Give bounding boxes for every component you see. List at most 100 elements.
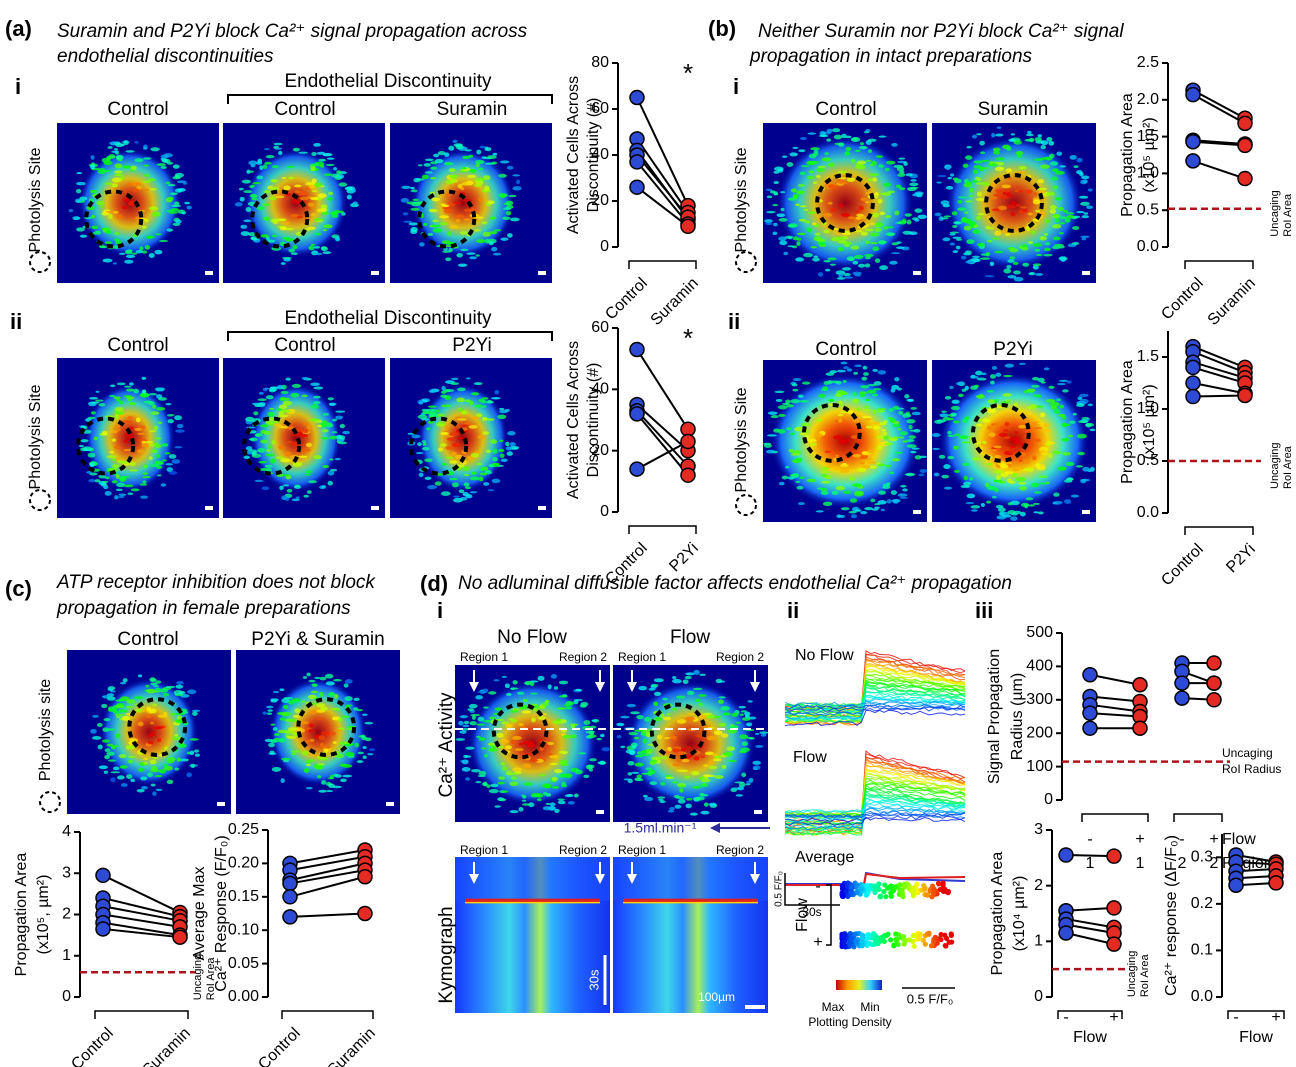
cell [328,197,333,200]
cell [997,126,1002,129]
cell [821,491,829,495]
cell [982,182,990,186]
cell [96,391,100,393]
x-tick-label: Control [602,275,651,324]
density-dot [839,892,844,897]
cell [432,220,439,222]
cell [629,751,635,755]
cell [460,187,464,190]
cell [1059,222,1066,224]
cell [465,486,471,489]
cell [1000,426,1005,429]
cell [471,392,479,395]
cell [326,422,332,425]
cell [868,149,872,153]
data-point [1238,172,1252,186]
density-dot [860,935,865,940]
cell [990,381,995,385]
cell [1003,429,1008,432]
cell [900,485,906,488]
cell [872,247,879,252]
cell [773,223,777,227]
cell [510,218,520,222]
cell [1010,201,1017,205]
cell [731,713,738,717]
cell [160,166,166,169]
cell [105,748,111,752]
cell [989,227,994,229]
cell [1019,486,1027,490]
cell [312,178,317,183]
cell [334,729,343,731]
cell [950,173,954,176]
cell [1057,383,1066,385]
data-point [630,91,644,105]
cell [311,691,319,693]
cell [326,164,334,166]
density-dot [888,937,893,942]
cell [537,798,542,801]
cell [771,415,779,418]
cell [301,701,306,703]
cell [998,481,1006,484]
cell [167,162,173,165]
cell [138,721,144,726]
label: Region 2 [716,843,764,857]
y-axis-label: Propagation Area [989,852,1006,976]
cell [266,155,275,158]
cell [292,498,300,501]
cell [941,475,949,479]
cell [780,191,785,193]
cell [549,763,558,765]
cell [672,679,682,684]
cell [669,807,675,811]
cell [469,256,477,259]
cell [685,672,695,675]
data-point [173,930,187,944]
cell [164,764,168,768]
cell [992,496,997,499]
density-dot [887,885,892,890]
cell [823,230,829,233]
cell [275,195,284,198]
cell [987,426,995,430]
cell [994,399,998,403]
cell [293,199,299,203]
cell [895,222,902,224]
cell [816,168,824,172]
cell [403,221,412,223]
cell [347,195,352,200]
cell [155,233,162,235]
cell [241,231,250,236]
cell [905,213,912,216]
cell [257,207,265,210]
cell [265,465,273,468]
cell [335,774,342,778]
density-dot [911,888,916,893]
cell [882,192,891,196]
density-dot [902,882,907,887]
cell [335,415,343,419]
cell [855,165,862,169]
cell [811,246,817,248]
cell [819,199,823,202]
cell [318,790,326,793]
data-point [1229,878,1243,892]
cell [307,425,312,430]
cell [124,198,130,202]
x-tick-label: 1 [1136,855,1145,872]
cell [106,728,115,731]
cell [1033,503,1040,505]
cell [986,463,992,466]
cell [854,491,864,495]
cell [264,431,271,435]
cell [140,483,148,486]
cell [1018,482,1026,484]
cell [449,168,456,172]
cell [312,190,318,192]
cell [1034,249,1040,252]
cell [279,405,287,409]
cell [512,680,517,684]
cell [489,231,498,234]
cell [114,446,121,449]
